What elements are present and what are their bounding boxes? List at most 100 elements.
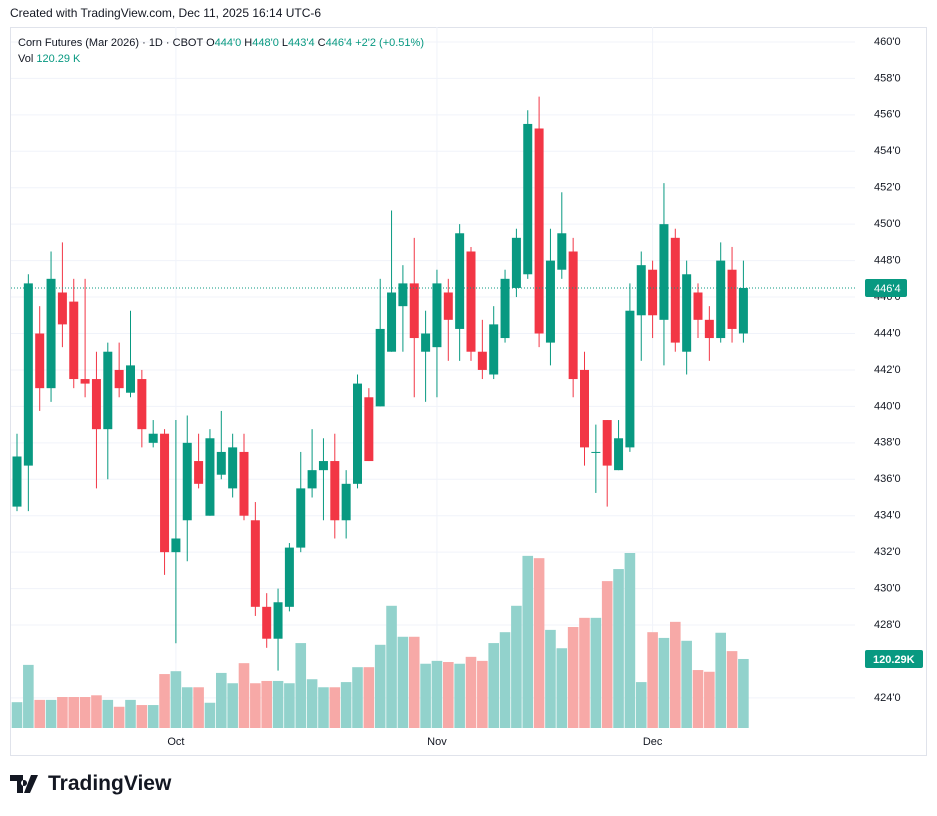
volume-bar: [704, 671, 715, 728]
candle-body: [500, 278, 510, 339]
volume-bar: [408, 636, 420, 728]
volume-bar: [715, 632, 726, 728]
candle-body: [455, 233, 465, 329]
volume-bar: [465, 656, 477, 728]
candle-body: [670, 237, 680, 343]
y-tick-label: 428'0: [874, 619, 901, 631]
volume-bar: [329, 687, 341, 728]
candle-body: [364, 397, 374, 462]
volume-bar: [556, 648, 568, 728]
logo-text: TradingView: [48, 772, 172, 795]
volume-bar: [250, 683, 261, 728]
candle-body: [23, 283, 33, 466]
candle-body: [307, 470, 317, 489]
logo-icon: [10, 775, 38, 793]
candle-body: [523, 123, 533, 275]
volume-bar: [477, 660, 488, 728]
y-tick-label: 454'0: [874, 145, 901, 157]
candle-body: [228, 447, 238, 489]
volume-bar: [68, 697, 80, 728]
y-tick-label: 444'0: [874, 327, 901, 339]
candle-body: [648, 269, 658, 316]
candle-body: [659, 224, 669, 320]
y-tick-label: 434'0: [874, 510, 901, 522]
candle-body: [273, 602, 283, 639]
candle-body: [216, 451, 226, 475]
ohlc: O444'0 H448'0 L443'4 C446'4: [206, 37, 355, 49]
volume-bar: [11, 702, 23, 728]
logo: TradingView: [10, 772, 171, 796]
volume-bar: [499, 632, 511, 728]
volume-bar: [125, 699, 136, 728]
candle-body: [12, 456, 22, 507]
y-tick-label: 450'0: [874, 218, 901, 230]
volume-bar: [374, 644, 386, 728]
y-tick-label: 436'0: [874, 473, 901, 485]
candle-body: [545, 260, 555, 343]
candle-body: [205, 438, 215, 516]
candle-body: [103, 351, 113, 430]
x-tick-label: Dec: [643, 736, 663, 748]
volume-bar: [692, 670, 704, 728]
ohlc-value: 444'0: [214, 37, 242, 49]
volume-bar: [635, 682, 647, 728]
candle-body: [330, 461, 340, 521]
candle-body: [477, 351, 487, 370]
x-tick-label: Nov: [427, 736, 447, 748]
volume-bar: [533, 558, 545, 728]
volume-bar: [488, 643, 499, 728]
ohlc-key: L: [281, 37, 288, 49]
candle-body: [296, 488, 306, 548]
volume-bar: [284, 683, 295, 728]
volume-bar: [34, 699, 45, 728]
volume-bar: [238, 663, 250, 728]
volume-bar: [102, 699, 114, 728]
volume-bar: [318, 687, 329, 728]
y-tick-label: 456'0: [874, 109, 901, 121]
candle-body: [534, 128, 544, 334]
volume-label: 120.29K: [873, 654, 915, 666]
volume-bar: [227, 683, 238, 728]
vol-key: Vol: [18, 53, 34, 65]
candle-body: [716, 260, 726, 339]
candle-body: [614, 438, 624, 471]
volume-bar: [431, 660, 443, 728]
volume-bar: [363, 667, 375, 728]
candle-body: [69, 301, 79, 380]
candle-body: [80, 379, 90, 384]
candle-body: [432, 283, 442, 348]
candle-body: [341, 483, 351, 521]
volume-bar: [272, 680, 284, 728]
ohlc-value: 446'4: [325, 37, 353, 49]
candle-body: [126, 365, 135, 393]
candle-body: [727, 269, 737, 329]
y-tick-label: 452'0: [874, 182, 901, 194]
ohlc-value: 448'0: [252, 37, 279, 49]
candle-body: [46, 278, 56, 389]
candle-body: [557, 233, 567, 270]
volume-bar: [647, 632, 658, 728]
volume-bar: [181, 687, 193, 728]
candle-body: [160, 433, 170, 553]
volume-bar: [261, 680, 272, 728]
candle-body: [693, 292, 703, 320]
candle-body: [568, 251, 578, 380]
candle-body: [704, 319, 714, 339]
candle-body: [148, 433, 158, 443]
candle-body: [182, 442, 192, 521]
volume-bar: [397, 636, 409, 728]
volume-bar: [91, 695, 102, 728]
volume-bar: [45, 699, 57, 728]
volume-bar: [295, 643, 307, 728]
volume-row: Vol 120.29 K: [18, 51, 424, 67]
created-note: Created with TradingView.com, Dec 11, 20…: [10, 6, 322, 20]
candle-body: [353, 383, 362, 484]
y-tick-label: 460'0: [874, 36, 901, 48]
candle-body: [421, 333, 431, 352]
candle-body: [636, 265, 646, 316]
candle-body: [602, 420, 612, 466]
candle-body: [489, 324, 499, 375]
candle-body: [318, 461, 328, 471]
volume-bar: [726, 651, 738, 728]
y-tick-label: 424'0: [874, 692, 901, 704]
